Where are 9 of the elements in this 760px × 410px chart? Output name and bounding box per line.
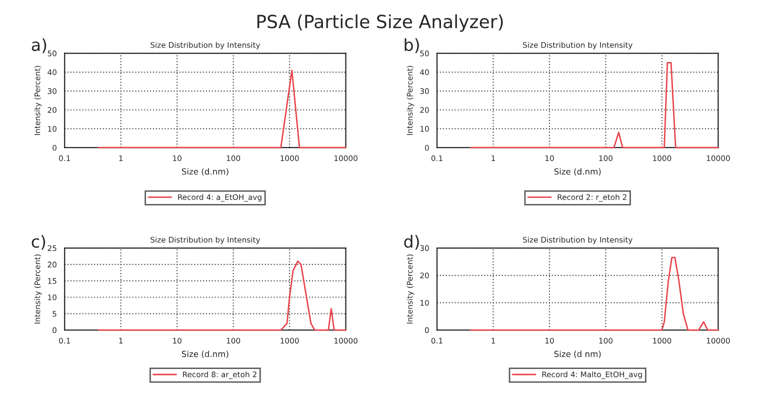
x-axis-title: Size (d.nm) [182,350,228,358]
text: d) [404,234,419,250]
x-axis-title: Size (d.nm) [554,168,601,176]
text: b) [404,38,419,54]
chart-title: PSA (Particle Size Analyzer) [257,14,503,32]
x-axis-title: Size (d.nm) [182,168,228,176]
text: a) [32,38,46,54]
text: c) [32,234,46,250]
x-axis-title: Size (d nm) [554,350,601,358]
